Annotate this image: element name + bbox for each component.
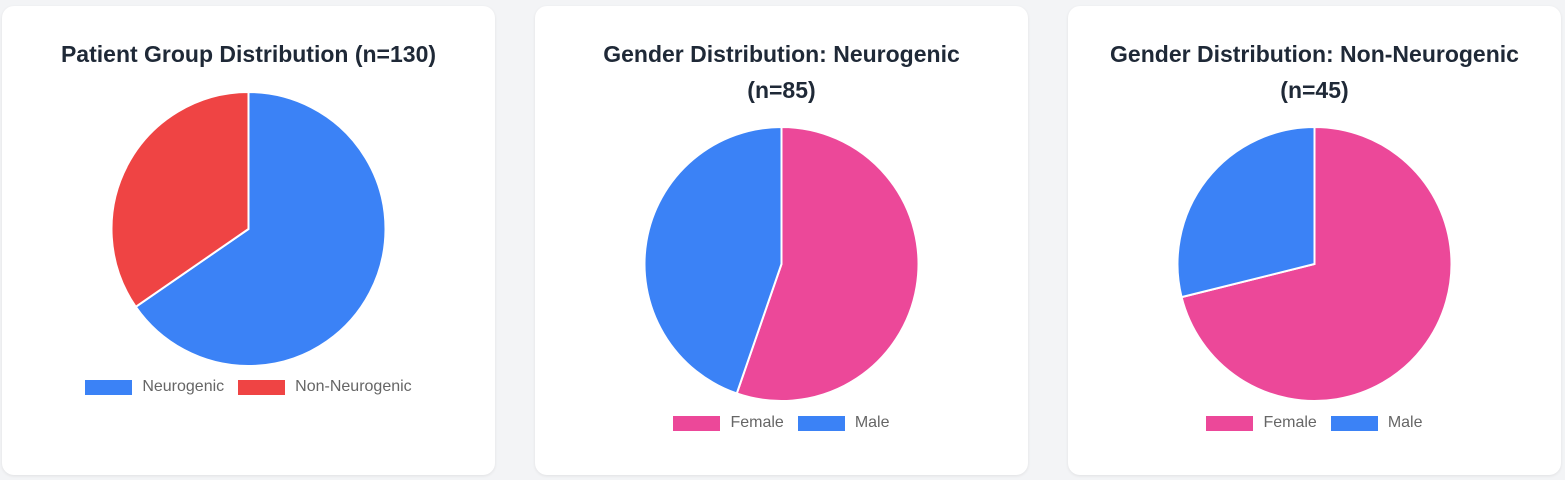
legend-item-neurogenic[interactable]: Neurogenic: [85, 378, 224, 396]
chart-legend: Female Male: [1068, 414, 1561, 432]
pie-slice-male[interactable]: [643, 125, 783, 395]
chart-title: Patient Group Distribution (n=130): [60, 41, 437, 67]
legend-item-male[interactable]: Male: [1330, 414, 1423, 432]
pie-chart-gender-neurogenic: [643, 125, 920, 402]
legend-swatch: [1330, 415, 1378, 431]
chart-legend: Neurogenic Non-Neurogenic: [2, 378, 495, 396]
legend-item-male[interactable]: Male: [797, 414, 890, 432]
pie-slice-male[interactable]: [1176, 125, 1316, 299]
pie-chart-gender-non-neurogenic: [1176, 125, 1453, 402]
pie-chart-patient-group: [110, 90, 387, 367]
chart-card-gender-neurogenic: Gender Distribution: Neurogenic (n=85) F…: [535, 6, 1028, 475]
legend-label: Male: [1387, 414, 1423, 431]
pie-slice-non-neurogenic[interactable]: [110, 90, 250, 309]
pie-slice-neurogenic[interactable]: [134, 90, 387, 367]
legend-label: Male: [854, 414, 890, 431]
legend-swatch: [1206, 415, 1254, 431]
legend-label: Non-Neurogenic: [295, 378, 412, 395]
legend-swatch: [238, 379, 286, 395]
legend-label: Female: [730, 414, 784, 431]
legend-swatch: [673, 415, 721, 431]
pie-slice-female[interactable]: [1180, 125, 1453, 402]
chart-title: Gender Distribution: Neurogenic (n=85): [603, 41, 960, 103]
chart-title: Gender Distribution: Non-Neurogenic (n=4…: [1110, 41, 1519, 103]
chart-card-gender-non-neurogenic: Gender Distribution: Non-Neurogenic (n=4…: [1068, 6, 1561, 475]
legend-swatch: [85, 379, 133, 395]
legend-label: Female: [1263, 414, 1317, 431]
legend-item-non-neurogenic[interactable]: Non-Neurogenic: [238, 378, 412, 396]
legend-item-female[interactable]: Female: [673, 414, 784, 432]
chart-legend: Female Male: [535, 414, 1028, 432]
legend-item-female[interactable]: Female: [1206, 414, 1317, 432]
chart-card-patient-group: Patient Group Distribution (n=130) Neuro…: [2, 6, 495, 475]
legend-swatch: [797, 415, 845, 431]
legend-label: Neurogenic: [142, 378, 225, 395]
